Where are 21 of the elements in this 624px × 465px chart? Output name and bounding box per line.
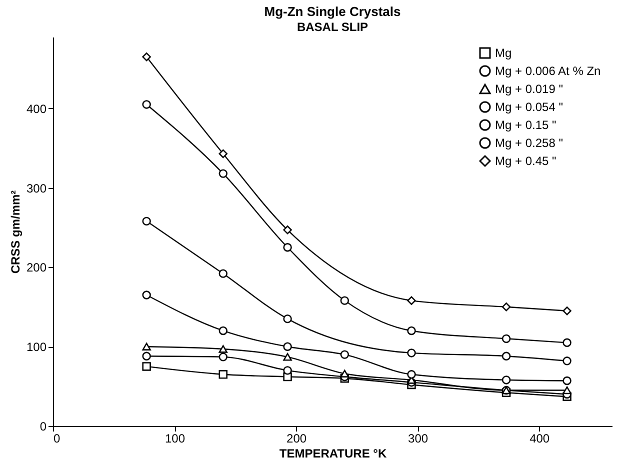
x-tick-label: 100 (165, 432, 186, 446)
legend-label: Mg + 0.054 " (495, 100, 563, 114)
legend-label: Mg + 0.019 " (495, 82, 563, 96)
y-axis-title: CRSS gm/mm² (8, 190, 22, 274)
y-tick-label: 0 (40, 420, 47, 434)
y-tick-label: 300 (26, 181, 47, 196)
x-tick-label: 200 (286, 432, 307, 446)
chart-title: Mg-Zn Single Crystals (264, 4, 401, 19)
x-tick-label: 300 (408, 432, 428, 446)
x-tick-label: 0 (54, 432, 60, 446)
x-axis-title: TEMPERATURE °K (279, 446, 387, 460)
legend-label: Mg + 0.15 " (495, 118, 556, 132)
legend-label: Mg + 0.45 " (495, 154, 556, 168)
legend-label: Mg (495, 46, 512, 60)
x-tick-label: 400 (530, 432, 550, 446)
y-tick-label: 400 (26, 102, 47, 116)
y-tick-label: 100 (26, 340, 47, 354)
legend-label: Mg + 0.258 " (495, 136, 563, 150)
y-tick-label: 200 (26, 260, 47, 275)
chart-subtitle: BASAL SLIP (296, 20, 368, 34)
legend-label: Mg + 0.006 At % Zn (495, 64, 601, 78)
